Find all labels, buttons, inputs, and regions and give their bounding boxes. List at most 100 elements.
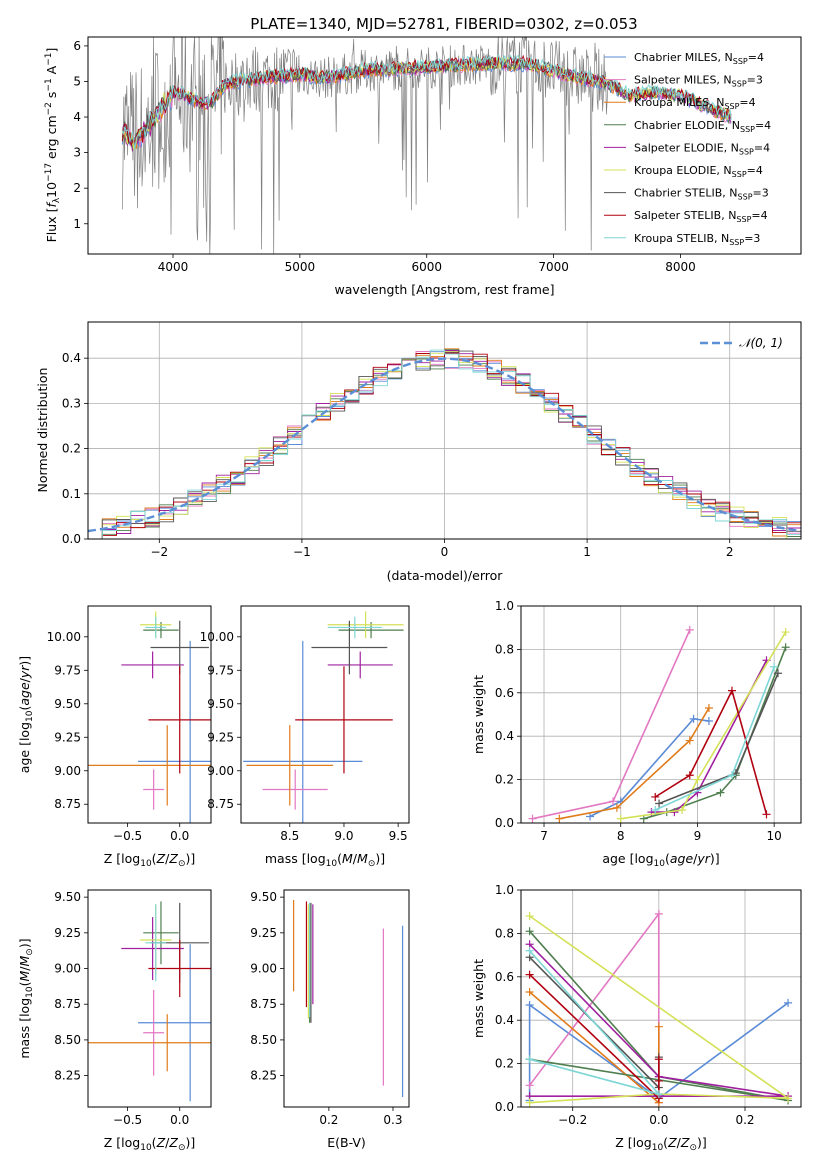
y-tick-label: 8.75	[250, 997, 277, 1011]
y-axis-label-part: M	[17, 971, 32, 982]
weight-marker	[525, 927, 534, 936]
weight-marker	[654, 1089, 663, 1098]
y-tick-label: 2	[73, 181, 81, 195]
x-tick-label: 8000	[665, 260, 696, 274]
legend-count: =4	[739, 96, 755, 109]
x-tick-label: 0.0	[170, 829, 189, 843]
figure-title: PLATE=1340, MJD=52781, FIBERID=0302, z=0…	[250, 15, 637, 33]
model-spectrum-6	[121, 56, 732, 151]
legend-entry: Kroupa MILES, NSSP=4	[634, 96, 756, 111]
plot-area	[88, 348, 801, 539]
weight-marker	[616, 814, 625, 823]
x-axis-label-part: yr	[696, 851, 710, 866]
y-tick-label: 0.3	[62, 396, 81, 410]
weight-marker	[612, 803, 621, 812]
y-tick-label: 9.00	[54, 764, 81, 778]
x-tick-label: 9	[694, 829, 702, 843]
y-axis-label: Flux [fλ10−17 erg cm−2 s−1 A−1]	[44, 48, 62, 243]
x-axis-label-part: )]	[375, 851, 385, 866]
x-axis-label: Z [log10(Z/Z⊙)]	[104, 1135, 196, 1153]
weight-marker	[685, 736, 694, 745]
y-axis-label-part: (	[17, 982, 32, 987]
weight-marker	[693, 775, 702, 784]
x-axis-label-part: )]	[710, 851, 720, 866]
weight-marker	[689, 714, 698, 723]
x-axis-label: (data-model)/error	[387, 568, 504, 583]
x-axis-label: Z [log10(Z/Z⊙)]	[104, 851, 196, 869]
x-axis-label-part: (	[337, 851, 342, 866]
axes-frame	[87, 36, 802, 255]
weight-line-6	[620, 631, 787, 820]
y-tick-label: 9.50	[207, 697, 234, 711]
weight-marker	[678, 805, 687, 814]
weight-marker	[727, 771, 736, 780]
x-tick-label: −0.2	[558, 1113, 587, 1127]
weight-line-4	[643, 646, 787, 820]
weight-marker	[525, 1081, 534, 1090]
weight-marker	[716, 788, 725, 797]
weight-line-1	[528, 1002, 789, 1101]
legend-count: =3	[744, 232, 760, 245]
weight-marker	[655, 799, 664, 808]
x-axis-label-part: Z [log	[104, 1135, 140, 1150]
x-tick-label: 0.0	[649, 1113, 668, 1127]
weight-line-9	[529, 950, 662, 1096]
y-tick-label: 9.25	[250, 926, 277, 940]
y-axis-label: mass weight	[471, 675, 486, 754]
y-tick-label: 9.25	[207, 730, 234, 744]
weight-marker	[555, 814, 564, 823]
x-tick-label: −2	[150, 545, 168, 559]
x-axis-label-part: Z	[156, 851, 166, 866]
x-tick-label: 6000	[411, 260, 442, 274]
x-axis-label-part: age [log	[602, 851, 653, 866]
weight-marker	[528, 814, 537, 823]
weight-marker	[727, 686, 736, 695]
y-tick-label: 9.50	[54, 890, 81, 904]
weight-marker	[770, 662, 779, 671]
x-tick-label: 8.5	[280, 829, 299, 843]
y-tick-label: 8.50	[250, 1033, 277, 1047]
legend-subscript: SSP	[724, 102, 739, 111]
weight-marker	[651, 792, 660, 801]
plot-area	[243, 611, 404, 823]
weight-marker	[654, 1022, 663, 1031]
weight-marker	[586, 812, 595, 821]
weight-marker	[704, 717, 713, 726]
x-axis-label-part: /	[693, 851, 698, 866]
y-axis-label-part: ]	[44, 48, 59, 53]
x-tick-label: 0.2	[735, 1113, 754, 1127]
x-tick-label: 9.5	[389, 829, 408, 843]
x-axis-label-part: E(B-V)	[327, 1135, 366, 1150]
x-axis-label-part: Z [log	[104, 851, 140, 866]
legend-subscript: SSP	[739, 147, 754, 156]
legend-subscript: SSP	[740, 125, 755, 134]
plot-area	[88, 901, 211, 1102]
normal-curve	[88, 357, 801, 533]
x-axis-label-part: mass [log	[265, 851, 326, 866]
weight-marker	[784, 1094, 793, 1103]
weight-marker	[762, 810, 771, 819]
axes-frame	[87, 605, 212, 824]
axes-frame	[240, 605, 410, 824]
x-axis-label-part: (	[663, 1135, 668, 1150]
y-tick-label: 4	[73, 110, 81, 124]
x-axis-label-part: (	[152, 1135, 157, 1150]
y-axis-label-part: −1	[44, 52, 54, 65]
x-tick-label: −0.5	[113, 829, 142, 843]
y-tick-label: 9.00	[250, 962, 277, 976]
axes-frame	[520, 605, 802, 824]
y-tick-label: 0.8	[495, 642, 514, 656]
weight-line-9	[654, 666, 775, 811]
x-tick-label: 8	[617, 829, 625, 843]
legend-entry: Chabrier STELIB, NSSP=3	[634, 187, 769, 202]
y-tick-label: 0.4	[495, 1013, 514, 1027]
y-tick-label: 0.8	[495, 926, 514, 940]
x-tick-label: 0.2	[319, 1113, 338, 1127]
axes-frame	[87, 889, 212, 1108]
x-axis-label-part: Z	[168, 1135, 178, 1150]
x-tick-label: 10	[767, 829, 782, 843]
legend-count: =4	[754, 141, 770, 154]
weight-marker	[704, 703, 713, 712]
y-axis-label-part: −17	[44, 163, 54, 182]
